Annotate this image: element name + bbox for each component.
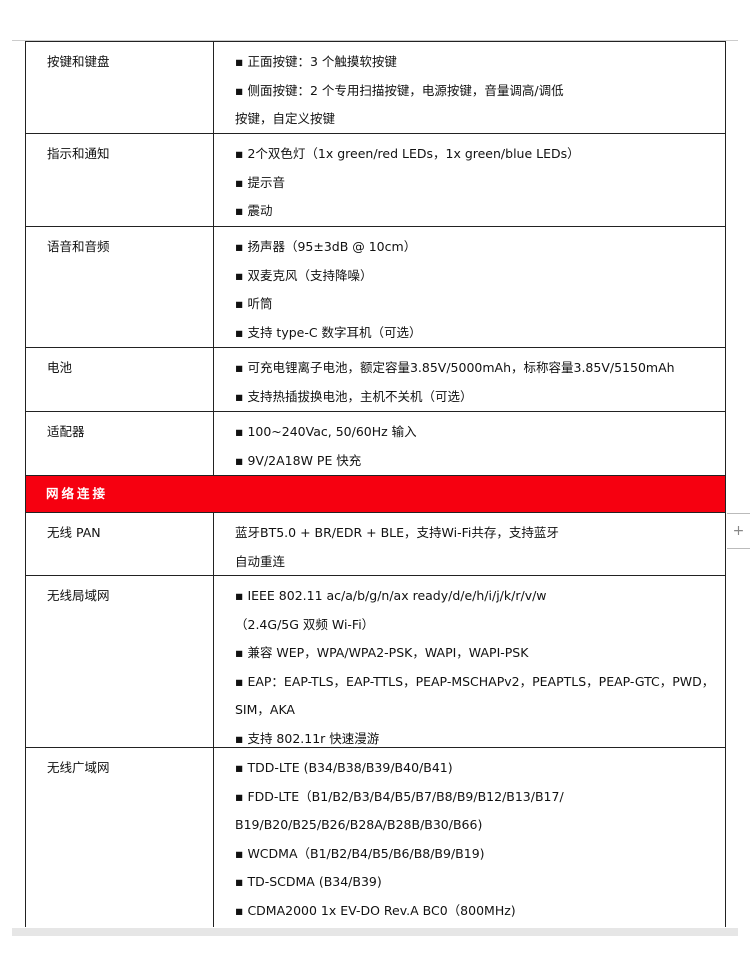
row-label: 无线广域网 — [26, 748, 214, 927]
spec-line: ▪ 震动 — [235, 203, 273, 219]
spec-line: ▪ 听筒 — [235, 296, 273, 312]
spec-line: （2.4G/5G 双频 Wi-Fi） — [235, 616, 375, 632]
row-value: ▪ 100~240Vac, 50/60Hz 输入 ▪ 9V/2A18W PE 快充 — [214, 412, 725, 475]
section-header: 网络连接 — [26, 476, 725, 513]
spec-line: ▪ 支持 type-C 数字耳机（可选） — [235, 324, 422, 340]
spec-line: ▪ 2个双色灯（1x green/red LEDs，1x green/blue … — [235, 146, 580, 161]
page-bottom-bar — [12, 928, 738, 936]
row-value: 蓝牙BT5.0 + BR/EDR + BLE，支持Wi-Fi共存，支持蓝牙 自动重… — [214, 513, 725, 575]
row-value: ▪ 2个双色灯（1x green/red LEDs，1x green/blue … — [214, 134, 725, 226]
table-row: 无线广域网 ▪ TDD-LTE (B34/B38/B39/B40/B41) ▪ FD… — [26, 748, 725, 927]
table-row: 按键和键盘 ▪ 正面按键：3 个触摸软按键 ▪ 侧面按键：2 个专用扫描按键，电源按… — [26, 42, 725, 134]
spec-line: ▪ TD-SCDMA (B34/B39) — [235, 874, 382, 890]
spec-line: 自动重连 — [235, 553, 286, 569]
table-row: 无线局域网 ▪ IEEE 802.11 ac/a/b/g/n/ax ready/d… — [26, 576, 725, 748]
spec-line: ▪ 兼容 WEP，WPA/WPA2-PSK，WAPI，WAPI-PSK — [235, 645, 529, 661]
spec-line: ▪ 双麦克风（支持降噪） — [235, 267, 373, 283]
row-label: 电池 — [26, 348, 214, 411]
row-value: ▪ IEEE 802.11 ac/a/b/g/n/ax ready/d/e/h/… — [214, 576, 725, 747]
table-row: 适配器 ▪ 100~240Vac, 50/60Hz 输入 ▪ 9V/2A18W PE… — [26, 412, 725, 476]
row-value: ▪ 正面按键：3 个触摸软按键 ▪ 侧面按键：2 个专用扫描按键，电源按键，音量调… — [214, 42, 725, 133]
spec-line: ▪ CDMA2000 1x EV-DO Rev.A BC0（800MHz) — [235, 902, 516, 918]
row-label: 按键和键盘 — [26, 42, 214, 133]
spec-table: 按键和键盘 ▪ 正面按键：3 个触摸软按键 ▪ 侧面按键：2 个专用扫描按键，电源按… — [25, 41, 726, 927]
spec-line: B19/B20/B25/B26/B28A/B28B/B30/B66) — [235, 817, 483, 833]
row-label: 语音和音频 — [26, 227, 214, 347]
spec-line: ▪ IEEE 802.11 ac/a/b/g/n/ax ready/d/e/h/… — [235, 588, 547, 603]
row-value: ▪ 可充电锂离子电池，额定容量3.85V/5000mAh，标称容量3.85V/5… — [214, 348, 725, 411]
spec-line: ▪ 100~240Vac, 50/60Hz 输入 — [235, 424, 417, 439]
expand-button[interactable]: + — [727, 513, 750, 549]
spec-line: ▪ TDD-LTE (B34/B38/B39/B40/B41) — [235, 760, 453, 775]
row-label: 适配器 — [26, 412, 214, 475]
spec-line: ▪ WCDMA（B1/B2/B4/B5/B6/B8/B9/B19) — [235, 845, 485, 861]
table-row: 语音和音频 ▪ 扬声器（95±3dB @ 10cm） ▪ 双麦克风（支持降噪） ▪ 听… — [26, 227, 725, 348]
spec-line: ▪ 提示音 — [235, 174, 285, 190]
spec-line: ▪ 扬声器（95±3dB @ 10cm） — [235, 239, 417, 254]
spec-line: 蓝牙BT5.0 + BR/EDR + BLE，支持Wi-Fi共存，支持蓝牙 — [235, 525, 559, 540]
spec-line: ▪ FDD-LTE（B1/B2/B3/B4/B5/B7/B8/B9/B12/B1… — [235, 788, 564, 804]
spec-line: ▪ EAP：EAP-TLS，EAP-TTLS，PEAP-MSCHAPv2，PEA… — [235, 673, 715, 689]
table-row: 电池 ▪ 可充电锂离子电池，额定容量3.85V/5000mAh，标称容量3.85V… — [26, 348, 725, 412]
row-value: ▪ 扬声器（95±3dB @ 10cm） ▪ 双麦克风（支持降噪） ▪ 听筒 ▪ 支持… — [214, 227, 725, 347]
spec-line: ▪ 支持热插拔换电池，主机不关机（可选） — [235, 388, 473, 404]
spec-line: 按键，自定义按键 — [235, 111, 336, 127]
spec-line: ▪ 可充电锂离子电池，额定容量3.85V/5000mAh，标称容量3.85V/5… — [235, 360, 675, 375]
row-label: 无线局域网 — [26, 576, 214, 747]
page-top-rule — [12, 40, 738, 41]
table-row: 无线 PAN 蓝牙BT5.0 + BR/EDR + BLE，支持Wi-Fi共存，支… — [26, 513, 725, 576]
row-label: 无线 PAN — [26, 513, 214, 575]
row-label: 指示和通知 — [26, 134, 214, 226]
table-row: 指示和通知 ▪ 2个双色灯（1x green/red LEDs，1x green/… — [26, 134, 725, 227]
spec-line: ▪ 正面按键：3 个触摸软按键 — [235, 54, 397, 69]
spec-line: SIM，AKA — [235, 702, 295, 718]
spec-line: ▪ 侧面按键：2 个专用扫描按键，电源按键，音量调高/调低 — [235, 82, 564, 98]
spec-line: ▪ 9V/2A18W PE 快充 — [235, 452, 362, 468]
spec-line: ▪ 支持 802.11r 快速漫游 — [235, 730, 380, 746]
row-value: ▪ TDD-LTE (B34/B38/B39/B40/B41) ▪ FDD-LTE… — [214, 748, 725, 927]
